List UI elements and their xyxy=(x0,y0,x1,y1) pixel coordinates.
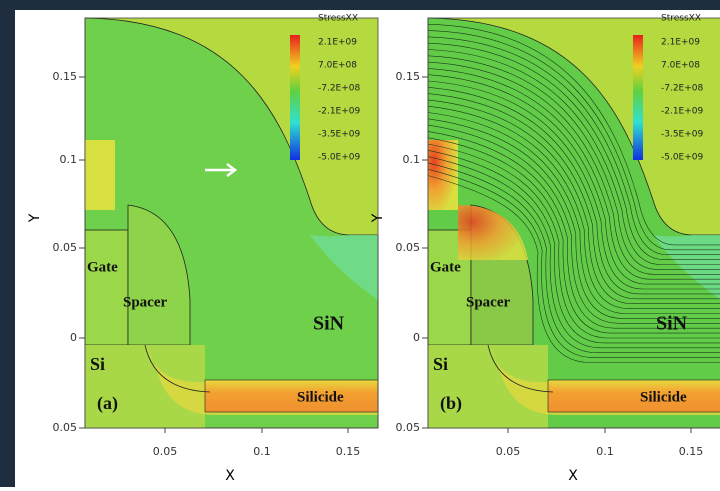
contour-line xyxy=(427,30,720,251)
region-label: Spacer xyxy=(466,294,511,310)
x-tick-label: 0.1 xyxy=(253,445,271,458)
legend-entry: -3.5E+09 xyxy=(318,130,361,140)
legend-bar xyxy=(633,35,643,160)
x-tick-label: 0.05 xyxy=(153,445,178,458)
arrow xyxy=(205,163,238,177)
contour-line xyxy=(427,93,720,300)
legend-title: StressXX xyxy=(318,14,358,24)
contour-line xyxy=(427,105,720,309)
contour-line xyxy=(427,24,720,246)
contour-line xyxy=(427,175,720,363)
gate xyxy=(84,229,129,346)
top-left xyxy=(85,140,115,210)
contour-line xyxy=(427,61,720,275)
region-label: SiN xyxy=(656,313,688,335)
y-tick-label: 0 xyxy=(413,331,420,344)
panel-label: (a) xyxy=(97,393,118,414)
legend-entry: 7.0E+08 xyxy=(318,61,357,71)
contour-line xyxy=(427,162,720,353)
region-label: Spacer xyxy=(123,294,168,310)
contour-line xyxy=(427,143,720,339)
legend-entry: 7.0E+08 xyxy=(661,61,700,71)
region-label: Si xyxy=(433,354,448,374)
y-tick-label: 0.1 xyxy=(60,153,78,166)
legend-entry: -7.2E+08 xyxy=(318,84,361,94)
spacer xyxy=(127,204,191,346)
contour-line xyxy=(427,36,720,255)
panel-label: (b) xyxy=(440,393,462,414)
plot-frame xyxy=(84,17,379,429)
x-tick-label: 0.1 xyxy=(596,445,614,458)
plot-area xyxy=(84,17,379,429)
panel: StressXX 2.1E+09 7.0E+08 -7.2E+08 -2.1E+09 -3… xyxy=(370,14,720,484)
contour-line xyxy=(427,42,720,260)
plot-area xyxy=(427,17,720,429)
y-tick-label: 0.05 xyxy=(396,421,421,434)
x-axis-label: X xyxy=(225,468,235,484)
legend-bar xyxy=(290,35,300,160)
plot-frame xyxy=(427,17,720,429)
region-label: Silicide xyxy=(297,389,344,405)
contour-line xyxy=(427,80,720,290)
silicide xyxy=(204,379,379,413)
contour-line xyxy=(427,99,720,304)
region-label: Gate xyxy=(87,259,118,275)
contour-line xyxy=(427,112,720,314)
contour-line xyxy=(427,156,720,349)
contour-line xyxy=(427,74,720,285)
y-tick-label: 0.1 xyxy=(403,153,421,166)
y-tick-label: 0.05 xyxy=(53,241,78,254)
contour-line xyxy=(427,131,720,329)
x-tick-label: 0.05 xyxy=(496,445,521,458)
contour-line xyxy=(427,137,720,334)
dark-strip xyxy=(0,0,720,10)
region-label: SiN xyxy=(313,313,345,335)
y-axis-label: Y xyxy=(370,213,386,223)
spacer-outline xyxy=(144,344,211,393)
contour-line xyxy=(427,168,720,358)
y-tick-label: 0.05 xyxy=(53,421,78,434)
sin-light xyxy=(653,235,720,300)
legend-entry: -2.1E+09 xyxy=(318,107,361,117)
x-tick-label: 0.15 xyxy=(679,445,704,458)
spacer-hot xyxy=(458,205,528,260)
contour-line xyxy=(427,55,720,270)
y-tick-label: 0.15 xyxy=(53,70,78,83)
sin-light xyxy=(310,235,378,300)
legend-entry: 2.1E+09 xyxy=(318,38,357,48)
contour-line xyxy=(427,87,720,295)
y-tick-label: 0.05 xyxy=(396,241,421,254)
x-tick-label: 0.15 xyxy=(336,445,361,458)
contour-line xyxy=(427,49,720,265)
contour-line xyxy=(427,150,720,344)
top-left xyxy=(428,140,458,210)
contour-line xyxy=(427,118,720,319)
region-label: Silicide xyxy=(640,389,687,405)
spacer-outline xyxy=(487,344,554,393)
contour-line xyxy=(427,68,720,280)
dark-strip xyxy=(0,0,15,487)
silicide xyxy=(547,379,720,413)
contour-line xyxy=(427,124,720,324)
legend-entry: -5.0E+09 xyxy=(318,153,361,163)
panel: StressXX 2.1E+09 7.0E+08 -7.2E+08 -2.1E+09 -3… xyxy=(27,14,379,484)
y-tick-label: 0 xyxy=(70,331,77,344)
y-tick-label: 0.15 xyxy=(396,70,421,83)
legend-entry: -7.2E+08 xyxy=(661,84,704,94)
region-label: Gate xyxy=(430,259,461,275)
x-axis-label: X xyxy=(568,468,578,484)
legend-entry: -3.5E+09 xyxy=(661,130,704,140)
region-label: Si xyxy=(90,354,105,374)
legend-entry: 2.1E+09 xyxy=(661,38,700,48)
legend-entry: -2.1E+09 xyxy=(661,107,704,117)
legend-title: StressXX xyxy=(661,14,701,24)
y-axis-label: Y xyxy=(27,213,43,223)
legend-entry: -5.0E+09 xyxy=(661,153,704,163)
